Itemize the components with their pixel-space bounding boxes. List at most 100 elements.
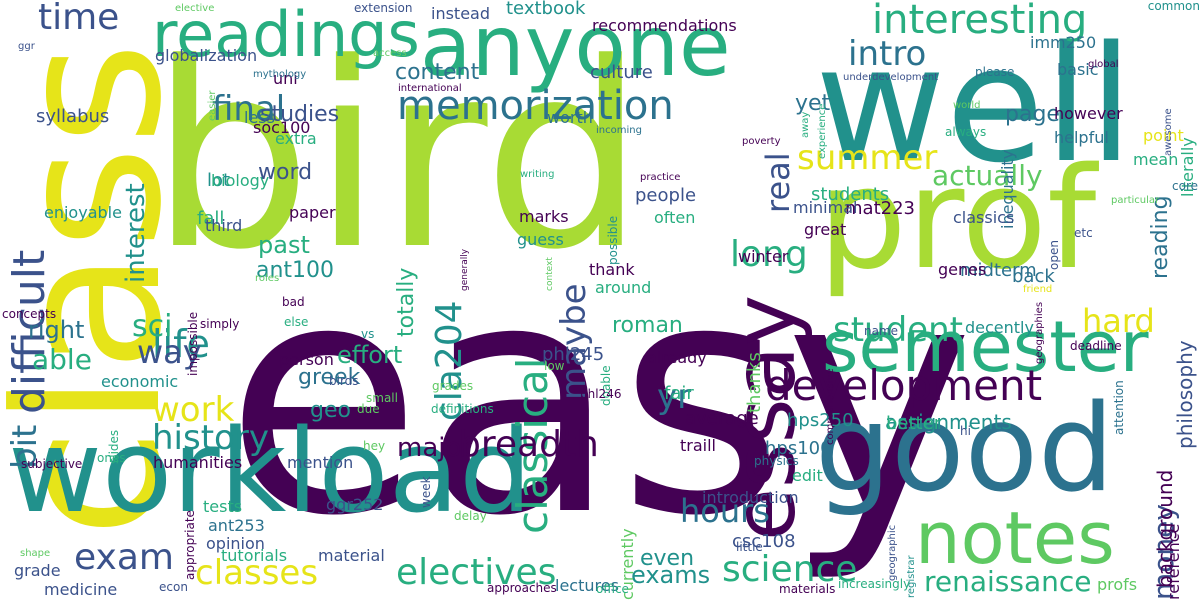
cloud-word: global [1088, 59, 1119, 70]
cloud-word: time [38, 0, 120, 38]
cloud-word: worth [547, 108, 593, 127]
cloud-word: good [815, 380, 1115, 519]
cloud-word: yr [657, 377, 692, 417]
cloud-word: actually [932, 159, 1043, 192]
cloud-word: biology [211, 171, 270, 190]
cloud-word: little [736, 540, 763, 554]
cloud-word: effort [337, 341, 403, 369]
cloud-word: winter [738, 247, 789, 266]
cloud-word: semester [822, 306, 1149, 388]
cloud-word: humanities [153, 453, 243, 472]
cloud-word: science [722, 549, 858, 590]
cloud-word: away [800, 111, 811, 138]
cloud-word: ones [97, 451, 126, 465]
cloud-word: physics [754, 454, 799, 468]
cloud-word: particular [1111, 195, 1160, 206]
cloud-word: prof [818, 138, 1097, 301]
cloud-word: globalization [155, 46, 258, 65]
cloud-word: office [596, 582, 629, 596]
cloud-word: experience [817, 103, 828, 159]
cloud-word: third [205, 216, 243, 235]
cloud-word: poverty [742, 136, 781, 147]
cloud-word: back [1012, 266, 1055, 287]
cloud-word: practice [640, 172, 681, 183]
cloud-word: traill [680, 436, 716, 455]
cloud-word: mythology [253, 69, 307, 80]
cloud-word: opinion [206, 534, 265, 553]
cloud-word: fair [664, 383, 694, 404]
cloud-word: incoming [596, 125, 642, 136]
cloud-word: imm250 [1030, 33, 1097, 52]
cloud-word: guess [517, 230, 564, 249]
cloud-word: instead [431, 4, 490, 23]
cloud-word: however [1054, 104, 1123, 123]
cloud-word: access [373, 48, 407, 59]
cloud-word: please [975, 65, 1015, 79]
cloud-word: possible [606, 215, 620, 265]
cloud-word: great [804, 220, 847, 239]
cloud-word: final [212, 89, 286, 129]
cloud-word: birds [329, 374, 359, 388]
cloud-word: well [815, 11, 1134, 198]
cloud-word: small [366, 391, 398, 405]
cloud-word: classics [953, 208, 1015, 227]
cloud-word: hours [680, 492, 770, 530]
cloud-word: able [32, 343, 92, 376]
cloud-word: extra [275, 129, 317, 148]
cloud-word: week [419, 476, 433, 508]
cloud-word: simply [200, 317, 240, 331]
cloud-word: recommendations [592, 16, 737, 35]
cloud-word: core [1172, 179, 1198, 193]
cloud-word: syllabus [36, 106, 110, 127]
cloud-word: soc100 [253, 118, 311, 137]
cloud-word: economic [101, 372, 179, 391]
cloud-word: appropriate [183, 510, 197, 580]
cloud-word: thanks [744, 352, 765, 413]
cloud-word: way [137, 333, 202, 371]
cloud-word: material [318, 546, 385, 565]
cloud-word: studies [260, 102, 340, 127]
cloud-word: ant253 [208, 516, 265, 535]
cloud-word: person [279, 350, 334, 369]
cloud-word: delay [454, 509, 487, 523]
cloud-word: real [759, 152, 797, 213]
cloud-word: ant100 [256, 258, 335, 283]
cloud-word: lectures [555, 576, 619, 595]
cloud-word: tutorials [221, 546, 288, 565]
cloud-word: geo [310, 398, 351, 423]
cloud-word: breadth [458, 424, 599, 465]
cloud-word: vs [361, 327, 375, 341]
cloud-word: development [765, 361, 1043, 410]
cloud-word: uni [273, 69, 298, 88]
cloud-word: people [635, 185, 697, 206]
cloud-word: hps250 [787, 410, 854, 431]
cloud-word: culture [590, 62, 653, 83]
cloud-word: materials [779, 582, 836, 596]
cloud-word: edit [792, 466, 823, 485]
cloud-word: easy [225, 214, 975, 586]
cloud-word: generally [460, 248, 470, 291]
cloud-word: csc108 [732, 531, 796, 552]
cloud-word: intro [848, 34, 927, 74]
cloud-word: yet [795, 91, 831, 116]
cloud-word: grades [432, 379, 474, 393]
cloud-word: due [357, 402, 380, 416]
cloud-word: medicine [44, 580, 118, 599]
cloud-word: open [1047, 240, 1061, 270]
cloud-word: maybe [554, 283, 594, 400]
cloud-word: hard [1082, 302, 1155, 340]
cloud-word: econ [159, 580, 188, 594]
cloud-word: impossible [186, 311, 200, 376]
cloud-word: anyone [420, 0, 731, 95]
cloud-word: sci [132, 309, 173, 344]
cloud-word: history [152, 418, 269, 458]
cloud-word: awesome [1163, 108, 1174, 156]
cloud-word: always [945, 125, 987, 139]
cloud-word: profs [1097, 575, 1138, 594]
cloud-word: right [28, 316, 85, 344]
cloud-word: memorization [397, 83, 674, 129]
cloud-word: point [1143, 126, 1184, 145]
cloud-word: philosophy [1173, 340, 1197, 449]
cloud-word: interesting [872, 0, 1088, 43]
cloud-word: comprehensive [825, 368, 836, 445]
